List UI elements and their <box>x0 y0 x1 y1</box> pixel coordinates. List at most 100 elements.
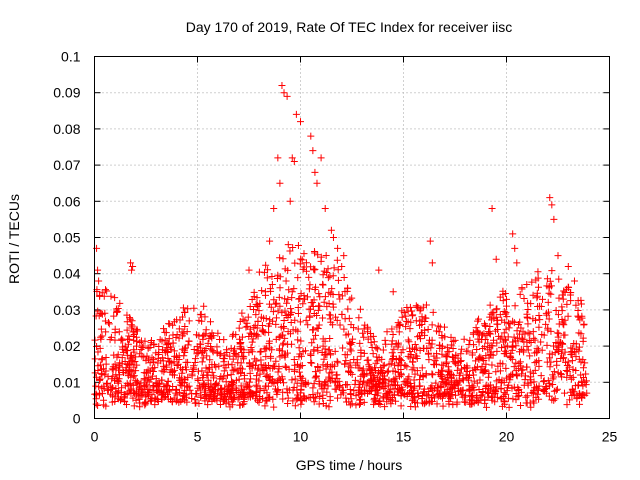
roti-point <box>298 256 306 264</box>
roti-point <box>300 392 308 400</box>
roti-point <box>279 341 287 349</box>
roti-point <box>425 349 433 357</box>
roti-point <box>202 364 210 372</box>
roti-point <box>534 390 542 398</box>
roti-point <box>228 332 236 340</box>
roti-point <box>270 205 278 213</box>
roti-point <box>452 352 460 360</box>
roti-point <box>469 366 477 374</box>
roti-point <box>309 384 317 392</box>
roti-point <box>98 289 106 297</box>
roti-point <box>363 382 371 390</box>
roti-point <box>244 313 252 321</box>
roti-point <box>286 197 294 205</box>
roti-point <box>502 390 510 398</box>
roti-point <box>283 299 291 307</box>
roti-point <box>280 89 288 97</box>
roti-point <box>346 359 354 367</box>
roti-point <box>250 305 258 313</box>
roti-point <box>457 350 465 358</box>
roti-point <box>447 341 455 349</box>
roti-point <box>119 336 127 344</box>
roti-point <box>455 378 463 386</box>
roti-point <box>411 340 419 348</box>
roti-point <box>313 179 321 187</box>
roti-point <box>517 324 525 332</box>
roti-point <box>312 373 320 381</box>
roti-point <box>541 386 549 394</box>
roti-point <box>311 286 319 294</box>
roti-point <box>214 329 222 337</box>
roti-point <box>220 355 228 363</box>
roti-point <box>375 384 383 392</box>
roti-point <box>443 386 451 394</box>
roti-point <box>284 295 292 303</box>
roti-point <box>264 373 272 381</box>
roti-point <box>256 370 264 378</box>
roti-point <box>319 281 327 289</box>
roti-point <box>158 376 166 384</box>
roti-point <box>220 373 228 381</box>
roti-point <box>567 344 575 352</box>
roti-point <box>108 375 116 383</box>
roti-point <box>234 395 242 403</box>
roti-point <box>284 314 292 322</box>
roti-point <box>245 382 253 390</box>
roti-point <box>319 314 327 322</box>
roti-point <box>259 394 267 402</box>
roti-point <box>564 262 572 270</box>
roti-point <box>500 307 508 315</box>
roti-point <box>368 368 376 376</box>
roti-point <box>163 347 171 355</box>
y-tick-label: 0.09 <box>53 85 80 101</box>
roti-point <box>503 295 511 303</box>
roti-point <box>97 325 105 333</box>
roti-point <box>421 399 429 407</box>
roti-point <box>194 349 202 357</box>
roti-point <box>418 364 426 372</box>
roti-point <box>553 357 561 365</box>
roti-point <box>357 387 365 395</box>
roti-point <box>375 266 383 274</box>
roti-point <box>155 343 163 351</box>
roti-point <box>334 276 342 284</box>
roti-point <box>100 385 108 393</box>
x-tick-label: 10 <box>293 429 309 445</box>
roti-point <box>324 274 332 282</box>
roti-point <box>176 316 184 324</box>
roti-point <box>127 321 135 329</box>
roti-point <box>198 358 206 366</box>
roti-point <box>505 373 513 381</box>
roti-point <box>102 328 110 336</box>
roti-point <box>379 393 387 401</box>
roti-point <box>535 312 543 320</box>
roti-point <box>366 365 374 373</box>
roti-point <box>480 320 488 328</box>
roti-point <box>563 362 571 370</box>
roti-point <box>199 348 207 356</box>
roti-point <box>554 252 562 260</box>
roti-point <box>152 395 160 403</box>
roti-point <box>325 311 333 319</box>
roti-point <box>294 360 302 368</box>
roti-point <box>178 345 186 353</box>
roti-point <box>98 356 106 364</box>
roti-point <box>444 371 452 379</box>
roti-point <box>274 368 282 376</box>
roti-point <box>180 330 188 338</box>
roti-point <box>160 325 168 333</box>
roti-point <box>261 402 269 410</box>
roti-point <box>307 299 315 307</box>
roti-point <box>481 343 489 351</box>
roti-point <box>171 352 179 360</box>
roti-point <box>512 342 520 350</box>
roti-point <box>140 381 148 389</box>
roti-point <box>103 386 111 394</box>
roti-point <box>229 355 237 363</box>
roti-point <box>272 320 280 328</box>
roti-point <box>231 345 239 353</box>
roti-point <box>188 372 196 380</box>
roti-point <box>140 369 148 377</box>
roti-point <box>163 341 171 349</box>
roti-point <box>266 316 274 324</box>
